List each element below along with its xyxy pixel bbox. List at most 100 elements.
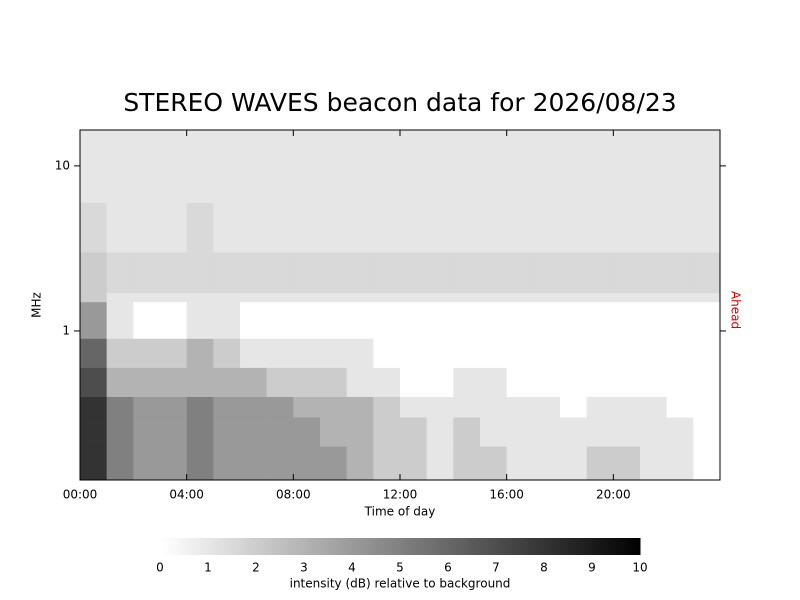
heat-cell bbox=[613, 417, 641, 447]
heat-cell bbox=[426, 446, 454, 481]
heat-cell bbox=[426, 396, 454, 418]
heat-cell bbox=[426, 292, 454, 303]
heat-cell bbox=[506, 446, 534, 481]
heat-cell bbox=[533, 252, 561, 294]
colorbar-swatch bbox=[404, 538, 409, 555]
heat-cell bbox=[480, 202, 507, 253]
heat-cell bbox=[506, 292, 534, 303]
heat-cell bbox=[560, 396, 587, 418]
heat-cell bbox=[373, 338, 401, 368]
heat-cell bbox=[586, 202, 614, 253]
colorbar-swatch bbox=[208, 538, 213, 555]
colorbar-swatch bbox=[484, 538, 489, 555]
colorbar-swatch bbox=[316, 538, 321, 555]
heat-cell bbox=[533, 130, 561, 203]
colorbar-swatch bbox=[300, 538, 305, 555]
colorbar-tick-label: 8 bbox=[540, 561, 548, 575]
heat-cell bbox=[186, 446, 214, 481]
y-tick-label: 10 bbox=[55, 158, 70, 172]
heat-cell bbox=[666, 338, 694, 368]
heat-cell bbox=[240, 446, 267, 481]
heat-cell bbox=[453, 367, 481, 397]
heat-cell bbox=[346, 446, 374, 481]
colorbar-swatch bbox=[564, 538, 569, 555]
heat-cell bbox=[80, 252, 107, 294]
heat-cell bbox=[160, 301, 187, 339]
heat-cell bbox=[533, 301, 561, 339]
heat-cell bbox=[400, 396, 427, 418]
heat-cell bbox=[293, 130, 321, 203]
colorbar-swatch bbox=[524, 538, 529, 555]
x-tick-label: 20:00 bbox=[596, 488, 631, 502]
heat-cell bbox=[586, 446, 614, 481]
heat-cell bbox=[240, 252, 267, 294]
colorbar-swatch bbox=[436, 538, 441, 555]
colorbar-swatch bbox=[632, 538, 637, 555]
heat-cell bbox=[693, 130, 721, 203]
colorbar-swatch bbox=[368, 538, 373, 555]
heat-cell bbox=[106, 202, 134, 253]
heat-cell bbox=[80, 301, 107, 339]
heat-cell bbox=[320, 338, 347, 368]
heat-cell bbox=[186, 417, 214, 447]
heat-cell bbox=[213, 367, 241, 397]
x-tick-label: 00:00 bbox=[63, 488, 98, 502]
heat-cell bbox=[480, 417, 507, 447]
heat-cell bbox=[453, 417, 481, 447]
heat-cell bbox=[186, 292, 214, 303]
colorbar-swatch bbox=[324, 538, 329, 555]
colorbar-swatch bbox=[392, 538, 397, 555]
colorbar-swatch bbox=[248, 538, 253, 555]
heat-cell bbox=[346, 252, 374, 294]
heat-cell bbox=[453, 338, 481, 368]
heat-cell bbox=[640, 446, 667, 481]
heat-cell bbox=[613, 367, 641, 397]
y-axis-label: MHz bbox=[30, 292, 44, 318]
heat-cell bbox=[560, 301, 587, 339]
heat-cell bbox=[106, 252, 134, 294]
heat-cell bbox=[266, 301, 294, 339]
colorbar-swatch bbox=[508, 538, 513, 555]
heat-cell bbox=[533, 202, 561, 253]
heat-cell bbox=[266, 396, 294, 418]
colorbar-swatch bbox=[480, 538, 485, 555]
heat-cell bbox=[666, 252, 694, 294]
colorbar-tick-label: 4 bbox=[348, 561, 356, 575]
heat-cell bbox=[80, 367, 107, 397]
heat-cell bbox=[560, 367, 587, 397]
colorbar-swatch bbox=[452, 538, 457, 555]
heat-cell bbox=[693, 396, 721, 418]
colorbar-swatch bbox=[204, 538, 209, 555]
colorbar-swatch bbox=[292, 538, 297, 555]
heat-cell bbox=[346, 417, 374, 447]
heat-cell bbox=[480, 446, 507, 481]
heat-cell bbox=[613, 130, 641, 203]
heat-cell bbox=[426, 367, 454, 397]
heat-cell bbox=[560, 130, 587, 203]
heat-cell bbox=[613, 252, 641, 294]
heat-cell bbox=[266, 446, 294, 481]
heat-cell bbox=[373, 301, 401, 339]
heat-cell bbox=[240, 396, 267, 418]
heat-cell bbox=[80, 446, 107, 481]
colorbar-swatch bbox=[420, 538, 425, 555]
heat-cell bbox=[640, 417, 667, 447]
heat-cell bbox=[453, 446, 481, 481]
heat-cell bbox=[213, 252, 241, 294]
heat-cell bbox=[213, 446, 241, 481]
colorbar-swatch bbox=[396, 538, 401, 555]
heat-cell bbox=[213, 301, 241, 339]
colorbar-swatch bbox=[604, 538, 609, 555]
colorbar-swatch bbox=[536, 538, 541, 555]
heat-cell bbox=[133, 202, 161, 253]
colorbar-swatch bbox=[500, 538, 505, 555]
spacecraft-label: Ahead bbox=[729, 291, 743, 329]
colorbar-swatch bbox=[216, 538, 221, 555]
heat-cell bbox=[133, 292, 161, 303]
heat-cell bbox=[506, 396, 534, 418]
heat-cell bbox=[453, 396, 481, 418]
heat-cell bbox=[613, 446, 641, 481]
heat-cell bbox=[480, 252, 507, 294]
colorbar-label: intensity (dB) relative to background bbox=[290, 577, 511, 591]
